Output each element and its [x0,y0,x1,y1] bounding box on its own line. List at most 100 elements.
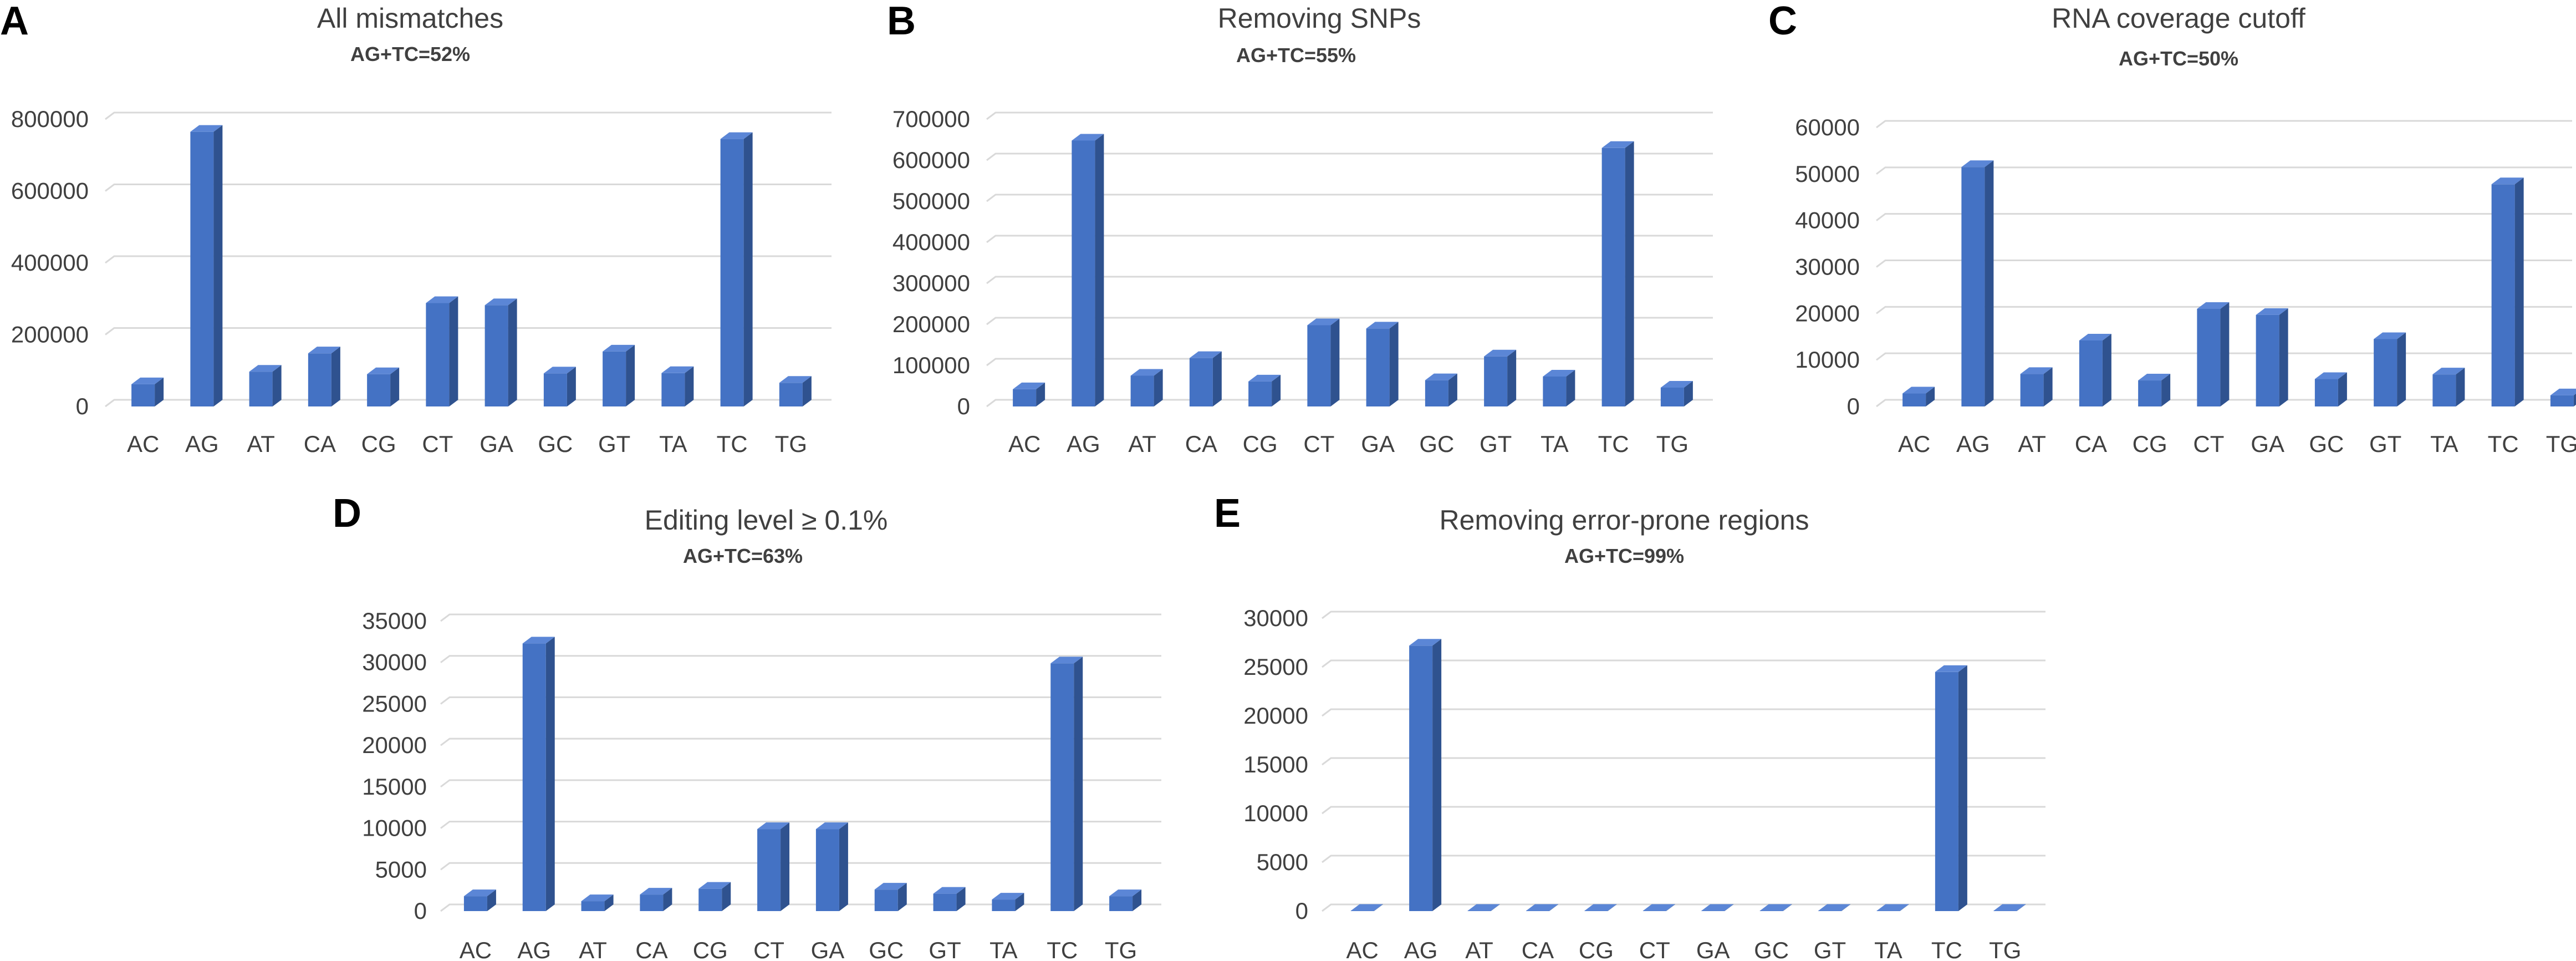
bar-tc [1935,665,1967,911]
bar-top [1660,380,1693,388]
bar-ga [484,298,517,406]
bar-top [640,888,672,895]
bar-front [581,901,605,911]
bar-side [2220,302,2230,406]
bar-cg [1248,374,1281,406]
bar-ta [1543,369,1575,406]
bar-top [1307,318,1340,326]
bar-front [1902,393,1926,406]
bar-side [1491,904,1500,911]
y-tick-label: 0 [414,898,427,924]
gridline [440,613,1161,622]
bar-top [1759,904,1792,911]
bar-side [213,125,223,406]
bar-ac [131,377,164,406]
chart-panel-a: A All mismatches AG+TC=52% 0 200000 400000… [0,0,832,457]
x-tick-label: AT [1128,431,1156,457]
y-tick-label: 500000 [892,188,970,214]
bar-top [2374,332,2406,339]
gridline [986,235,1713,243]
x-tick-label: CT [1639,937,1670,961]
x-tick-label: AT [247,431,275,457]
x-tick-label: CG [693,937,728,961]
bar-tg [2550,388,2576,406]
bar-top [1818,904,1851,911]
gridline [440,738,1161,746]
bar-side [390,367,400,406]
bar-top [1961,160,1994,167]
bar-top [1189,351,1222,358]
bar-front [1050,663,1074,911]
x-tick-label: GC [1754,937,1789,961]
bar-top [1993,904,2026,911]
bar-front [815,829,839,911]
x-tick-label: TA [1874,937,1902,961]
bar-side [1389,322,1399,406]
bar-top [2256,308,2288,315]
bar-front [2550,395,2574,406]
bar-side [2161,374,2171,406]
bar-top [1601,141,1634,148]
x-tick-label: TG [2546,431,2576,457]
bar-side [1272,374,1281,406]
bar-gc [2314,372,2347,406]
y-tick-label: 20000 [362,732,427,758]
bar-ac [1013,382,1045,406]
bar-ac [463,889,496,911]
y-tick-label: 5000 [1257,849,1308,875]
gridline [105,111,832,120]
bar-side [1958,665,1967,911]
bar-side [1036,382,1045,406]
x-tick-label: AC [1898,431,1930,457]
y-tick-label: 0 [1847,393,1860,419]
x-tick-label: TC [1931,937,1962,961]
bar-front [2197,308,2221,406]
y-tick-label: 35000 [362,608,427,634]
bar-tg [779,376,812,406]
bar-top [522,637,555,644]
bar-side [781,822,790,911]
bar-top [874,883,907,890]
bar-side [449,296,458,406]
bar-side [1985,160,1994,406]
bar-side [1725,904,1734,911]
panel-letter-c: C [1768,0,1797,43]
x-tick-label: AG [1067,431,1100,457]
bar-side [956,887,966,911]
bar-ct [757,822,790,911]
bar-side [2397,332,2406,406]
bar-front [1130,375,1154,406]
bar-side [1374,904,1383,911]
x-tick-label: AC [1008,431,1040,457]
bar-front [1543,376,1567,406]
chart-subtitle-d: AG+TC=63% [683,545,803,567]
bar-top [698,882,731,889]
bar-front [1425,380,1448,406]
bar-side [272,365,282,406]
x-tick-label: TC [2488,431,2519,457]
bar-tc [1050,657,1083,911]
bar-front [874,889,898,911]
chart-title-d: Editing level ≥ 0.1% [645,505,888,536]
y-tick-label: 600000 [11,178,89,204]
bar-ta [2432,368,2465,406]
bar-side [1926,387,1935,406]
y-tick-label: 15000 [1243,751,1308,777]
chart-panel-b: B Removing SNPs AG+TC=55% 0 100000 200000 3… [887,0,1713,457]
bar-ca [1526,904,1558,911]
bar-side [2514,177,2524,406]
x-tick-label: CA [1185,431,1217,457]
bar-front [484,305,508,406]
bar-top [1409,639,1442,646]
gridline [986,399,1713,408]
bar-at [2020,367,2053,406]
bar-front [367,374,391,406]
bar-side [567,367,576,406]
y-tick-label: 25000 [1243,654,1308,680]
y-tick-label: 15000 [362,774,427,800]
x-tick-label: CG [2133,431,2167,457]
x-tick-label: CT [422,431,453,457]
x-tick-label: AC [460,937,492,961]
bar-ac [1902,387,1935,406]
bar-side [897,883,907,911]
